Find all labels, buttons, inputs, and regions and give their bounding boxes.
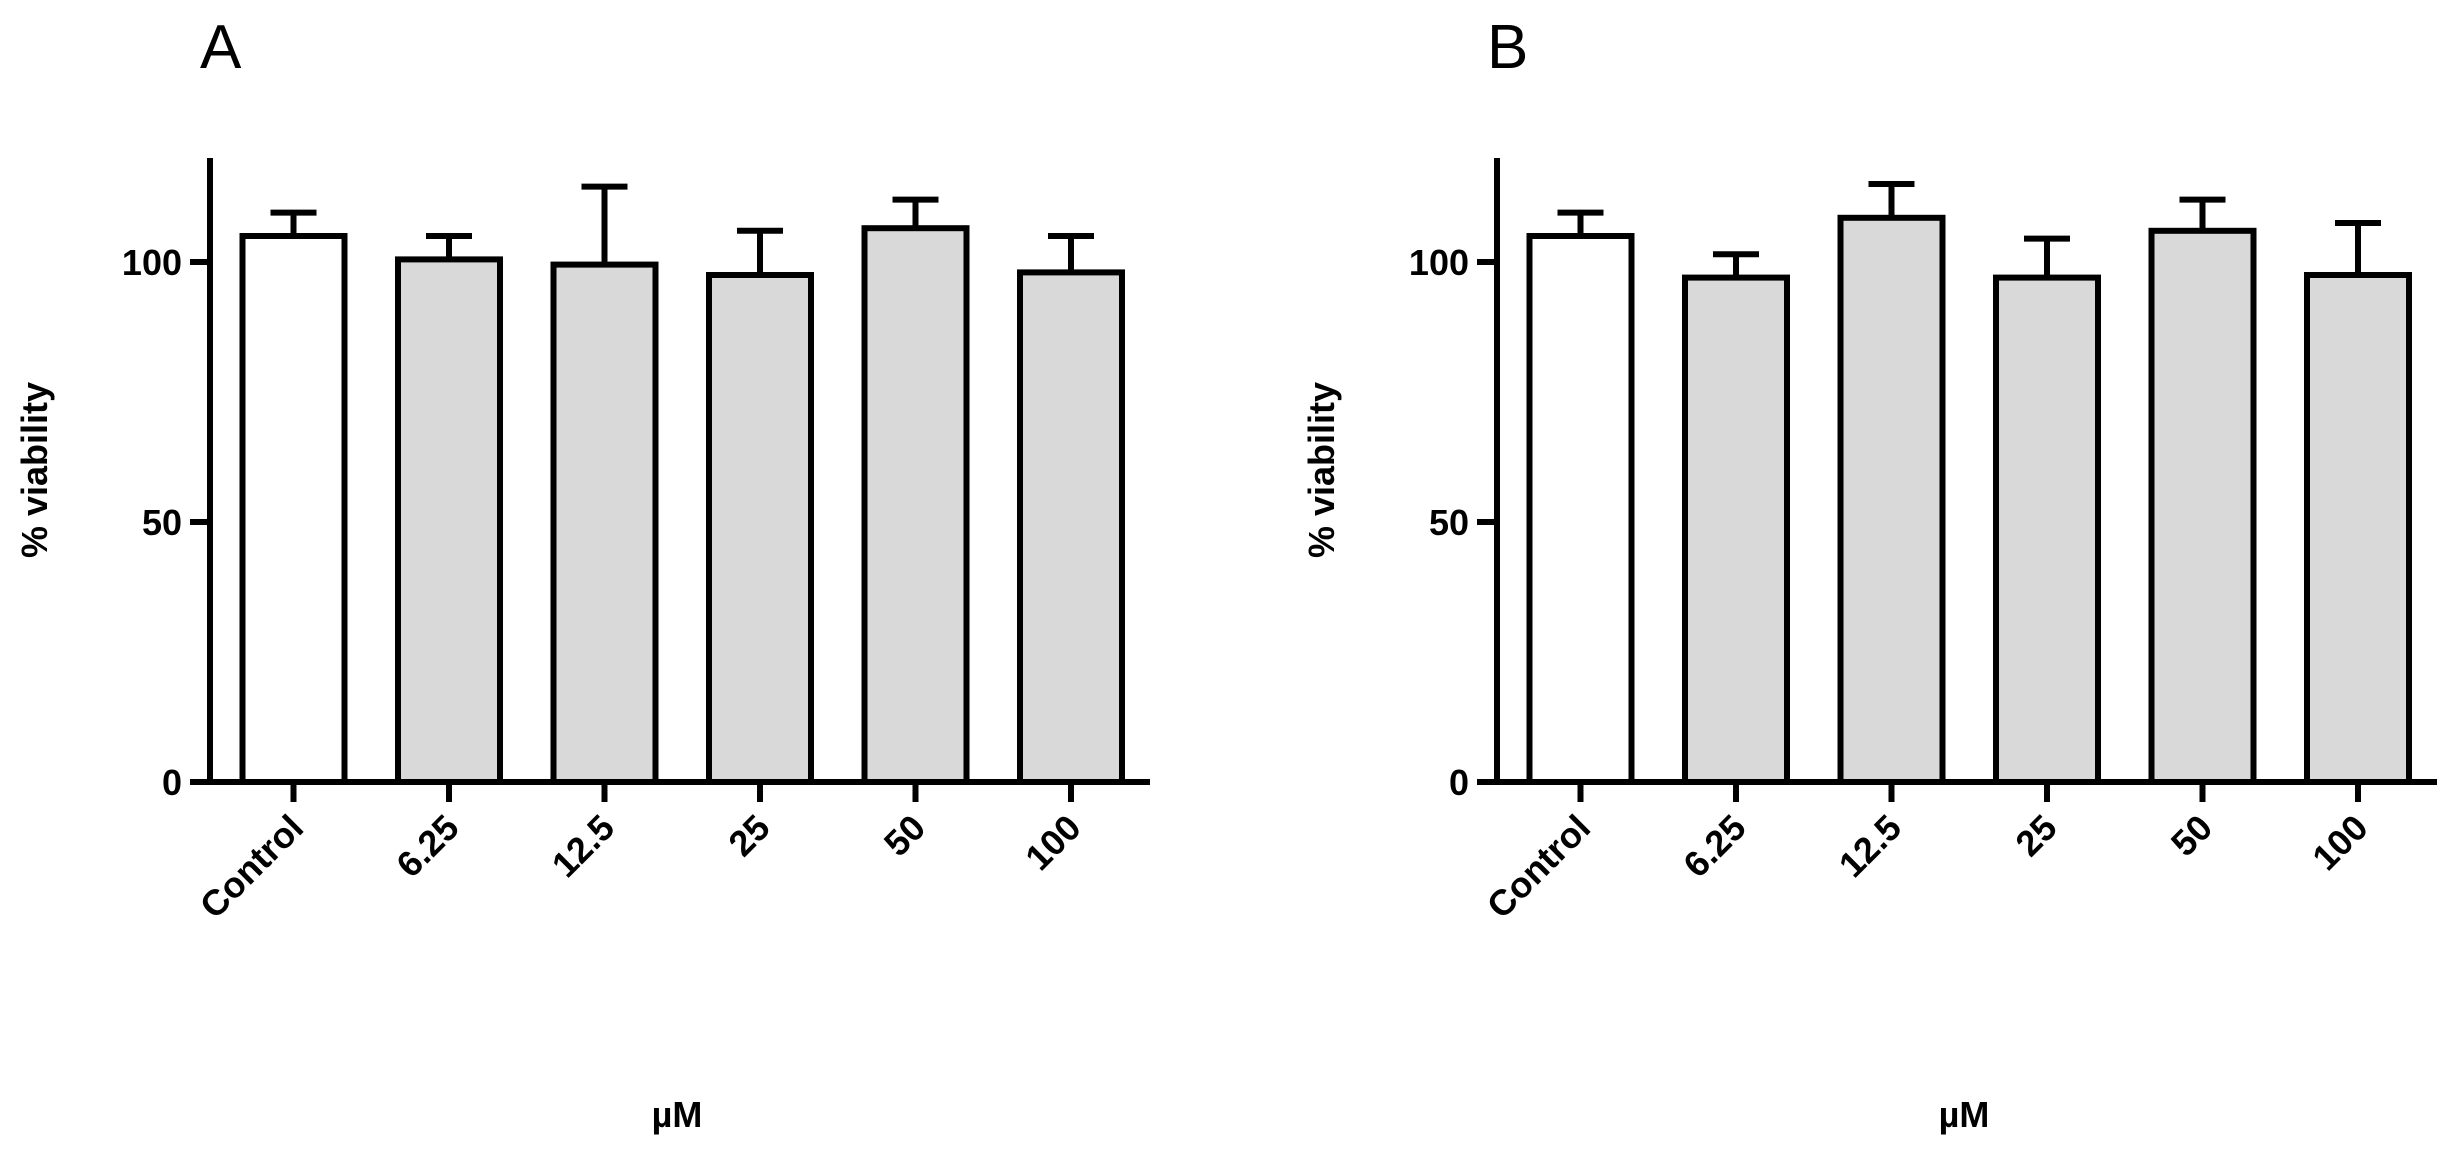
bar-b — [1837, 214, 1946, 786]
bar-b — [2304, 272, 2412, 785]
x-tick-label-a: 100 — [1017, 807, 1088, 878]
bar-a — [550, 261, 659, 786]
panel-label-b: B — [1487, 13, 1528, 82]
bar-b — [2148, 227, 2257, 786]
bar-a — [1017, 269, 1125, 785]
x-axis-title-b: µM — [1939, 1094, 1990, 1135]
bar-a — [861, 225, 970, 785]
y-tick-label-b: 100 — [1409, 242, 1469, 283]
x-tick-label-a: 6.25 — [388, 807, 467, 886]
y-tick-label-b: 50 — [1429, 502, 1469, 543]
x-tick-label-b: 100 — [2304, 807, 2375, 878]
x-tick-label-a: 25 — [720, 807, 777, 864]
chart-a-svg: A 0 50 100 Control 6.25 12.5 25 50 100 % viabili… — [14, 13, 1150, 1135]
x-tick-label-a: 50 — [876, 807, 933, 864]
y-tick-label-a: 100 — [122, 242, 182, 283]
x-tick-label-a: 12.5 — [544, 807, 623, 886]
bar-a — [395, 256, 503, 785]
y-tick-label-a: 0 — [162, 762, 182, 803]
x-tick-label-b: Control — [1479, 807, 1598, 926]
x-tick-label-b: 25 — [2007, 807, 2064, 864]
bar-a — [239, 233, 348, 785]
y-tick-label-b: 0 — [1449, 762, 1469, 803]
x-tick-label-b: 6.25 — [1675, 807, 1754, 886]
y-axis-title-b: % viability — [1301, 382, 1342, 558]
chart-b-marks: 0 50 100 Control 6.25 12.5 25 50 100 — [1409, 158, 2437, 926]
y-tick-label-a: 50 — [142, 502, 182, 543]
x-tick-label-b: 50 — [2163, 807, 2220, 864]
x-axis-title-a: µM — [652, 1094, 703, 1135]
y-axis-title-a: % viability — [14, 382, 55, 558]
x-tick-label-a: Control — [192, 807, 311, 926]
chart-b-svg: B 0 50 100 Control 6.25 12.5 25 50 100 % viabili… — [1301, 13, 2437, 1135]
bar-b — [1993, 274, 2101, 785]
bar-b — [1682, 274, 1790, 785]
chart-a-marks: 0 50 100 Control 6.25 12.5 25 50 100 — [122, 158, 1150, 926]
x-tick-label-b: 12.5 — [1831, 807, 1910, 886]
panel-label-a: A — [200, 13, 242, 82]
bar-a — [706, 272, 814, 785]
chart-panel-a: A 0 50 100 Control 6.25 12.5 25 50 100 % viabili… — [14, 13, 1150, 1135]
bar-b — [1526, 233, 1635, 785]
chart-panel-b: B 0 50 100 Control 6.25 12.5 25 50 100 % viabili… — [1287, 0, 2450, 1150]
